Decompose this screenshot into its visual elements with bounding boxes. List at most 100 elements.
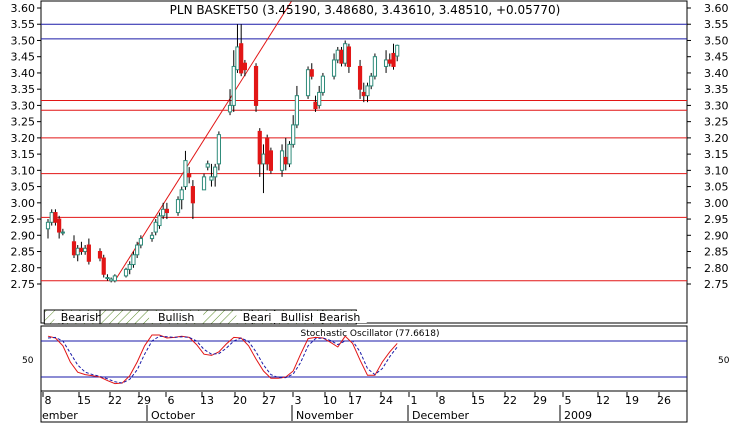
candle-down (346, 46, 352, 67)
zone-label: Bearish (61, 311, 102, 324)
date-tick-label: 24 (379, 394, 393, 407)
zone-label-bg (54, 311, 109, 323)
price-tick-label: 3.00 (11, 197, 36, 210)
price-tick-label: 2.90 (704, 229, 729, 242)
date-tick-label: 27 (262, 394, 276, 407)
stochastic-k-line (47, 334, 398, 385)
price-tick-label: 3.20 (704, 132, 729, 145)
price-tick-label: 3.15 (11, 148, 36, 161)
candle-up (287, 143, 292, 165)
date-tick-label: 13 (200, 394, 214, 407)
price-tick-label: 3.35 (11, 83, 36, 96)
price-tick-label: 3.25 (704, 116, 729, 129)
price-tick-label: 3.10 (11, 164, 36, 177)
candle-up (279, 150, 285, 171)
candle-down (239, 43, 244, 74)
candle-up (209, 176, 214, 181)
candle-down (361, 91, 366, 97)
trendline (114, 1, 292, 282)
candle-up (235, 46, 240, 71)
price-tick-label: 3.60 (11, 2, 36, 15)
month-label: November (296, 409, 354, 422)
candle-up (261, 153, 266, 165)
date-tick-label: 29 (137, 394, 151, 407)
candle-up (123, 268, 129, 277)
zone-label-bg (149, 311, 204, 323)
stochastic-d-line (47, 335, 398, 384)
candle-up (127, 264, 132, 270)
candle-down (53, 212, 58, 223)
date-tick-label: 1 (411, 394, 418, 407)
candle-down (283, 156, 288, 165)
candle-down (268, 150, 273, 171)
candle-up (135, 244, 140, 256)
candle-up (205, 163, 210, 168)
stochastic-lines (41, 334, 687, 385)
price-panel (40, 0, 688, 324)
price-tick-label: 3.45 (704, 51, 729, 64)
candle-down (387, 59, 392, 64)
date-tick-label: 15 (77, 394, 91, 407)
candle-down (97, 251, 103, 259)
candle-up (317, 91, 322, 106)
candle-down (190, 186, 195, 204)
candle-up (157, 215, 162, 227)
candle-up (372, 56, 378, 77)
zone-label: Bearish (319, 311, 360, 324)
price-axis-right: 3.60 3.55 3.50 3.45 3.40 3.35 3.30 3.25 3.20 3.15… (687, 2, 729, 291)
price-tick-label: 2.80 (11, 262, 36, 275)
price-tick-label: 3.40 (11, 67, 36, 80)
date-tick-label: 19 (625, 394, 639, 407)
candle-down (309, 69, 314, 77)
stochastic-tick-right: 50 (718, 356, 730, 366)
candle-up (213, 166, 218, 178)
candle-down (357, 65, 363, 90)
date-tick-label: 26 (657, 394, 671, 407)
candle-down (313, 101, 318, 110)
zone-label: Bullish (158, 311, 194, 324)
candle-down (339, 49, 344, 64)
date-tick-label: 8 (439, 394, 446, 407)
candle-down (101, 257, 106, 275)
price-tick-label: 2.75 (11, 278, 36, 291)
stochastic-tick-left: 50 (22, 356, 34, 366)
date-tick-label: 22 (108, 394, 122, 407)
price-tick-label: 3.20 (11, 132, 36, 145)
price-tick-label: 3.45 (11, 51, 36, 64)
price-tick-label: 3.35 (704, 83, 729, 96)
candle-up (45, 221, 51, 230)
date-tick-label: 8 (45, 394, 52, 407)
price-tick-label: 2.85 (704, 246, 729, 259)
date-tick-label: 15 (471, 394, 485, 407)
candle-up (183, 160, 188, 188)
price-tick-label: 3.50 (11, 34, 36, 47)
candle-up (75, 247, 80, 256)
candle-up (395, 44, 400, 57)
candle-up (365, 85, 370, 97)
candle-up (320, 75, 326, 93)
candle-down (257, 130, 262, 165)
date-tick-label: 29 (533, 394, 547, 407)
candle-down (79, 247, 84, 253)
price-tick-label: 3.05 (704, 181, 729, 194)
candle-up (291, 124, 296, 145)
candle-up (112, 275, 117, 282)
price-tick-label: 2.75 (704, 278, 729, 291)
price-tick-label: 2.85 (11, 246, 36, 259)
month-label: ember (42, 409, 78, 422)
candle-up (161, 208, 166, 217)
trendline-group (114, 1, 292, 282)
price-tick-label: 2.95 (704, 213, 729, 226)
candle-down (71, 241, 77, 256)
price-tick-label: 3.00 (704, 197, 729, 210)
date-tick-label: 20 (233, 394, 247, 407)
date-tick-label: 10 (323, 394, 337, 407)
candle-up (49, 212, 54, 223)
candle-up (175, 199, 181, 214)
candle-down (265, 137, 270, 165)
price-tick-label: 3.25 (11, 116, 36, 129)
price-tick-label: 3.05 (11, 181, 36, 194)
candle-up (60, 231, 65, 234)
date-axis (40, 390, 688, 423)
